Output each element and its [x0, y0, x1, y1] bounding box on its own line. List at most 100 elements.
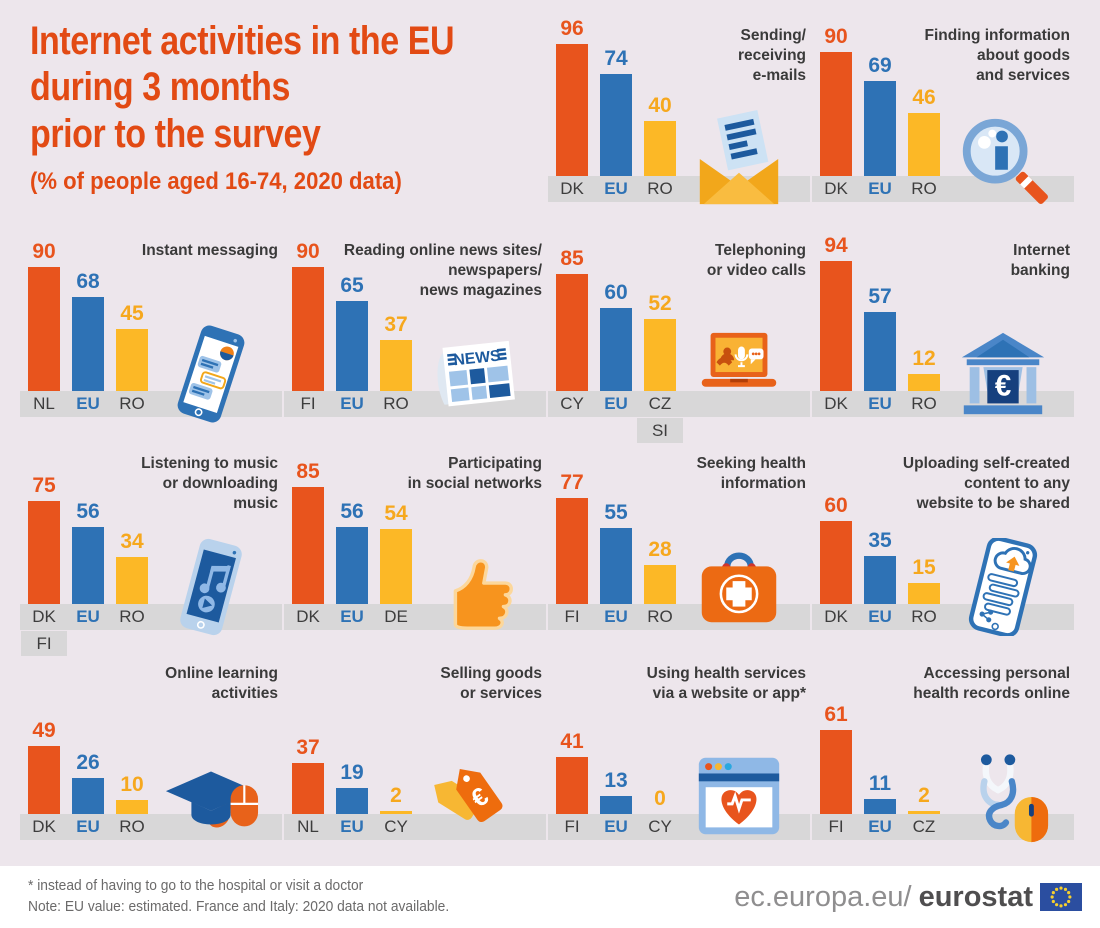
- bar-country-label: EU: [604, 179, 628, 198]
- bar-DK: [292, 487, 324, 604]
- bar-country-label: FI: [828, 817, 844, 836]
- chart-cell: 90 DK 69 EU 46 RO Finding information about g…: [812, 18, 1074, 232]
- axis-strip: [548, 391, 810, 417]
- bar-country-label: EU: [340, 607, 364, 626]
- bar-country-label: EU: [340, 394, 364, 413]
- bar-country-label: EU: [76, 817, 100, 836]
- bar-value-label: 56: [340, 500, 364, 523]
- icon-slot: [162, 325, 260, 423]
- bar-value-label: 65: [340, 274, 364, 297]
- bar-value-label: 35: [868, 529, 892, 552]
- bar-FI: [556, 757, 588, 814]
- footer: * instead of having to go to the hospita…: [0, 866, 1100, 928]
- bar-EU: [864, 556, 896, 604]
- bar-country-label: DK: [32, 817, 56, 836]
- bar-value-label: 90: [32, 240, 56, 263]
- bar-RO: [116, 557, 148, 604]
- bar-value-label: 34: [120, 530, 144, 553]
- chart-title: Using health services via a website or a…: [646, 665, 806, 702]
- bar-CZ: [644, 319, 676, 391]
- bar-country-label: RO: [911, 607, 937, 626]
- bar-value-label: 60: [604, 281, 628, 304]
- bar-country-label: EU: [868, 179, 892, 198]
- price-tags-icon: €: [434, 768, 503, 823]
- bar-DK: [556, 44, 588, 176]
- chart-title: Reading online news sites/ newspapers/ n…: [343, 242, 542, 299]
- icon-slot: €: [954, 325, 1052, 423]
- bar-EU: [72, 527, 104, 604]
- bar-country-label: DK: [296, 607, 320, 626]
- bars: 90 DK 69 EU 46 RO: [812, 18, 1074, 232]
- bar-value-label: 28: [648, 538, 672, 561]
- bar-FI: [820, 730, 852, 814]
- svg-text:€: €: [995, 370, 1011, 403]
- icon-slot: [690, 110, 788, 208]
- chart-cell: 85 CY 60 EU 52 CZ SI Telephoning or video call…: [548, 233, 810, 447]
- bar-country-sublabel: FI: [21, 631, 67, 656]
- bar-country-label: CZ: [912, 817, 936, 836]
- bar-DK: [28, 746, 60, 814]
- bars: 85 DK 56 EU 54 DE: [284, 446, 546, 660]
- bar-EU: [600, 74, 632, 176]
- bar-value-label: 37: [296, 736, 320, 759]
- bar-country-label: EU: [76, 607, 100, 626]
- bar-value-label: 57: [868, 285, 892, 308]
- chart-cell: 77 FI 55 EU 28 RO Seeking health information: [548, 446, 810, 660]
- bar-country-label: FI: [564, 817, 580, 836]
- chart-title: Listening to music or downloading music: [141, 455, 278, 512]
- bar-value-label: 26: [76, 751, 100, 774]
- chart-cell: 37 NL 19 EU 2 CY Selling goods or services €: [284, 656, 546, 870]
- bars: 61 FI 11 EU 2 CZ: [812, 656, 1074, 870]
- icon-slot: [690, 538, 788, 636]
- bar-value-label: 61: [824, 703, 848, 726]
- bar-country-label: EU: [76, 394, 100, 413]
- eu-flag-icon: [1040, 883, 1082, 911]
- bar-value-label: 60: [824, 494, 848, 517]
- bars: 90 NL 68 EU 45 RO: [20, 233, 282, 447]
- bar-country-label: FI: [300, 394, 316, 413]
- chart-cell: 85 DK 56 EU 54 DE Participating in social net…: [284, 446, 546, 660]
- axis-strip: [284, 814, 546, 840]
- site-url-prefix: ec.europa.eu/: [734, 880, 912, 913]
- bar-country-label: CZ: [648, 394, 672, 413]
- bar-CZ: [908, 811, 940, 814]
- bar-country-label: CY: [384, 817, 408, 836]
- eurostat-link[interactable]: ec.europa.eu/eurostat: [734, 866, 1082, 928]
- bar-country-label: RO: [119, 394, 145, 413]
- bar-country-label: EU: [868, 817, 892, 836]
- bar-value-label: 55: [604, 501, 628, 524]
- bar-RO: [908, 113, 940, 176]
- icon-slot: [954, 748, 1052, 846]
- bar-RO: [380, 340, 412, 391]
- chart-title: Finding information about goods and serv…: [924, 27, 1070, 84]
- bar-value-label: 74: [604, 47, 628, 70]
- bar-value-label: 11: [868, 772, 892, 795]
- bar-country-label: CY: [560, 394, 584, 413]
- chart-cell: 90 NL 68 EU 45 RO Instant messaging: [20, 233, 282, 447]
- bars: 94 DK 57 EU 12 RO: [812, 233, 1074, 447]
- bars: 85 CY 60 EU 52 CZ SI: [548, 233, 810, 447]
- smartphone-chat-icon: [177, 325, 245, 423]
- chart-cell: 41 FI 13 EU 0 CY Using health services via a …: [548, 656, 810, 870]
- bar-country-label: RO: [647, 179, 673, 198]
- bar-value-label: 19: [340, 761, 364, 784]
- bar-value-label: 46: [912, 86, 936, 109]
- bar-EU: [864, 81, 896, 176]
- icon-slot: [162, 748, 260, 846]
- bar-value-label: 90: [824, 25, 848, 48]
- bank-icon: €: [961, 332, 1045, 415]
- bar-value-label: 96: [560, 17, 584, 40]
- svg-text:NEWS: NEWS: [453, 347, 502, 369]
- axis-strip: [20, 391, 282, 417]
- bar-value-label: 90: [296, 240, 320, 263]
- icon-slot: €: [426, 748, 524, 846]
- page-title: Internet activities in the EU during 3 m…: [30, 19, 455, 156]
- bar-country-label: RO: [911, 394, 937, 413]
- bar-country-label: EU: [604, 394, 628, 413]
- bar-DK: [820, 521, 852, 604]
- bar-country-label: EU: [604, 817, 628, 836]
- bar-value-label: 49: [32, 719, 56, 742]
- bar-country-label: DE: [384, 607, 408, 626]
- footnote-asterisk: * instead of having to go to the hospita…: [28, 877, 364, 894]
